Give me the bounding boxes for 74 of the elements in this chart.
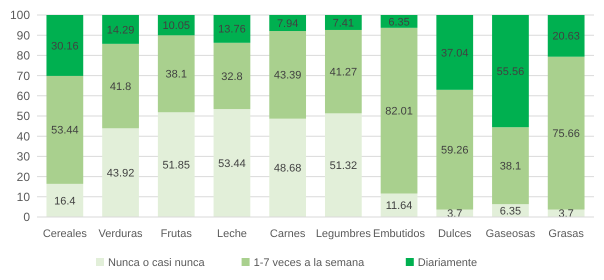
y-tick-label: 0 — [23, 210, 30, 224]
bar — [46, 15, 84, 76]
x-tick-label: Verduras — [98, 228, 144, 240]
bar — [158, 112, 195, 217]
bar — [324, 30, 362, 114]
bar — [214, 42, 250, 110]
data-label: 48.68 — [274, 162, 302, 175]
y-tick-label: 10 — [16, 190, 30, 204]
data-label: 51.85 — [162, 159, 190, 172]
y-tick-label: 50 — [16, 109, 30, 124]
x-tick-label: Legumbres — [316, 228, 372, 240]
data-label: 7.41 — [332, 17, 354, 30]
bar — [269, 31, 306, 119]
bar — [548, 15, 585, 57]
data-label: 13.76 — [218, 24, 246, 36]
bar — [102, 14, 139, 44]
data-label: 11.64 — [386, 200, 412, 212]
data-label: 7.94 — [276, 18, 298, 30]
bar — [214, 109, 250, 217]
data-label: 55.56 — [496, 66, 524, 78]
data-label: 30.16 — [51, 40, 79, 52]
y-tick-label: 20 — [16, 170, 30, 184]
bar — [46, 184, 84, 217]
data-label: 16.4 — [54, 195, 76, 208]
data-label: 82.01 — [385, 106, 413, 118]
bar — [492, 14, 529, 128]
data-label: 20.63 — [552, 30, 580, 43]
bar — [436, 90, 474, 210]
data-label: 59.26 — [440, 144, 469, 157]
data-label: 43.39 — [274, 70, 302, 82]
bar — [102, 44, 139, 128]
y-tick-label: 90 — [16, 28, 30, 42]
data-label: 51.32 — [330, 160, 358, 172]
data-label: 6.35 — [388, 16, 410, 28]
bar — [324, 113, 362, 217]
legend-label: Nunca o casi nunca — [108, 256, 206, 269]
data-label: 32.8 — [221, 70, 243, 83]
bar — [436, 15, 474, 90]
bar — [269, 118, 306, 217]
x-tick-label: Embutidos — [373, 228, 426, 240]
x-tick-label: Leche — [216, 228, 247, 240]
legend-label: Diariamente — [418, 256, 478, 269]
bar — [158, 35, 195, 112]
bar — [548, 56, 585, 210]
x-tick-label: Cereales — [42, 228, 88, 240]
data-label: 41.8 — [110, 80, 132, 93]
data-label: 6.35 — [500, 205, 522, 218]
y-tick-label: 100 — [10, 8, 30, 22]
x-tick-label: Grasas — [548, 228, 584, 240]
bar — [492, 127, 529, 204]
data-label: 38.1 — [166, 68, 187, 81]
data-label: 43.92 — [106, 167, 134, 180]
bar — [214, 15, 250, 43]
data-label: 75.66 — [552, 128, 580, 140]
bar — [102, 128, 139, 217]
bar — [46, 76, 84, 184]
legend-label: 1-7 veces a la semana — [254, 256, 366, 269]
x-tick-label: Dulces — [438, 228, 472, 240]
y-tick-label: 40 — [16, 129, 30, 144]
y-tick-label: 80 — [16, 48, 30, 63]
y-tick-label: 30 — [16, 150, 30, 164]
y-tick-label: 70 — [16, 68, 30, 83]
data-label: 53.44 — [51, 124, 79, 137]
data-label: 41.27 — [330, 66, 358, 78]
y-tick-label: 60 — [16, 89, 30, 103]
data-label: 38.1 — [500, 160, 522, 173]
data-label: 14.29 — [106, 24, 134, 36]
data-label: 53.44 — [218, 158, 246, 170]
x-tick-label: Carnes — [270, 228, 306, 240]
x-tick-label: Gaseosas — [486, 228, 536, 240]
bar — [380, 28, 418, 194]
x-tick-label: Frutas — [160, 228, 192, 240]
data-label: 37.04 — [440, 47, 469, 60]
data-label: 10.05 — [162, 20, 190, 32]
